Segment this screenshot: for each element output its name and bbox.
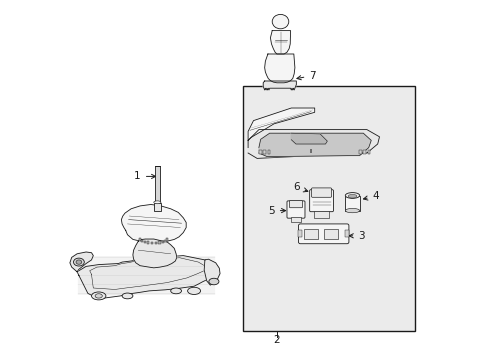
Text: 5: 5 bbox=[267, 206, 285, 216]
Text: 2: 2 bbox=[273, 335, 280, 345]
FancyBboxPatch shape bbox=[298, 224, 348, 244]
Text: 6: 6 bbox=[292, 182, 307, 192]
Bar bbox=[258, 150, 261, 154]
Bar bbox=[153, 203, 161, 211]
FancyBboxPatch shape bbox=[309, 190, 333, 212]
Bar bbox=[290, 217, 301, 222]
Bar bbox=[303, 229, 317, 239]
Bar bbox=[166, 238, 168, 240]
Text: II: II bbox=[309, 149, 312, 154]
Bar bbox=[345, 196, 359, 211]
Bar bbox=[154, 242, 157, 244]
Ellipse shape bbox=[153, 201, 161, 204]
Bar bbox=[267, 150, 270, 154]
Bar bbox=[358, 150, 361, 154]
Bar bbox=[242, 86, 415, 331]
Text: 1: 1 bbox=[134, 171, 155, 181]
Polygon shape bbox=[291, 133, 326, 144]
Bar bbox=[158, 242, 160, 244]
Ellipse shape bbox=[91, 292, 106, 300]
Bar bbox=[150, 242, 153, 244]
Bar bbox=[147, 242, 149, 244]
Polygon shape bbox=[264, 54, 294, 83]
Polygon shape bbox=[247, 108, 314, 140]
Polygon shape bbox=[204, 259, 220, 285]
Polygon shape bbox=[247, 130, 379, 158]
Bar bbox=[345, 230, 348, 237]
Bar bbox=[164, 240, 166, 242]
Polygon shape bbox=[133, 239, 177, 268]
Ellipse shape bbox=[170, 288, 181, 294]
Bar bbox=[363, 150, 366, 154]
Ellipse shape bbox=[345, 193, 359, 198]
Ellipse shape bbox=[208, 278, 219, 285]
Bar bbox=[139, 238, 141, 240]
Polygon shape bbox=[70, 252, 93, 272]
Bar bbox=[314, 211, 328, 218]
FancyBboxPatch shape bbox=[311, 188, 331, 197]
Polygon shape bbox=[263, 81, 296, 90]
Ellipse shape bbox=[73, 258, 84, 266]
Bar bbox=[367, 150, 370, 154]
Ellipse shape bbox=[345, 208, 359, 213]
Bar bbox=[141, 240, 143, 242]
Polygon shape bbox=[258, 133, 370, 157]
Bar bbox=[263, 150, 265, 154]
Ellipse shape bbox=[76, 260, 81, 264]
Polygon shape bbox=[270, 31, 290, 54]
Ellipse shape bbox=[272, 14, 288, 29]
Text: 3: 3 bbox=[348, 231, 364, 241]
Ellipse shape bbox=[347, 194, 356, 198]
Ellipse shape bbox=[95, 294, 102, 298]
FancyBboxPatch shape bbox=[286, 201, 305, 218]
Bar bbox=[155, 166, 159, 209]
Ellipse shape bbox=[122, 293, 133, 299]
Bar bbox=[324, 229, 337, 239]
Polygon shape bbox=[77, 256, 215, 299]
Bar bbox=[143, 241, 145, 243]
Bar bbox=[298, 230, 302, 237]
Bar bbox=[162, 241, 163, 243]
Ellipse shape bbox=[187, 287, 200, 294]
Polygon shape bbox=[121, 204, 186, 242]
Text: 4: 4 bbox=[363, 191, 378, 201]
FancyBboxPatch shape bbox=[289, 201, 302, 208]
Text: 7: 7 bbox=[296, 71, 315, 81]
